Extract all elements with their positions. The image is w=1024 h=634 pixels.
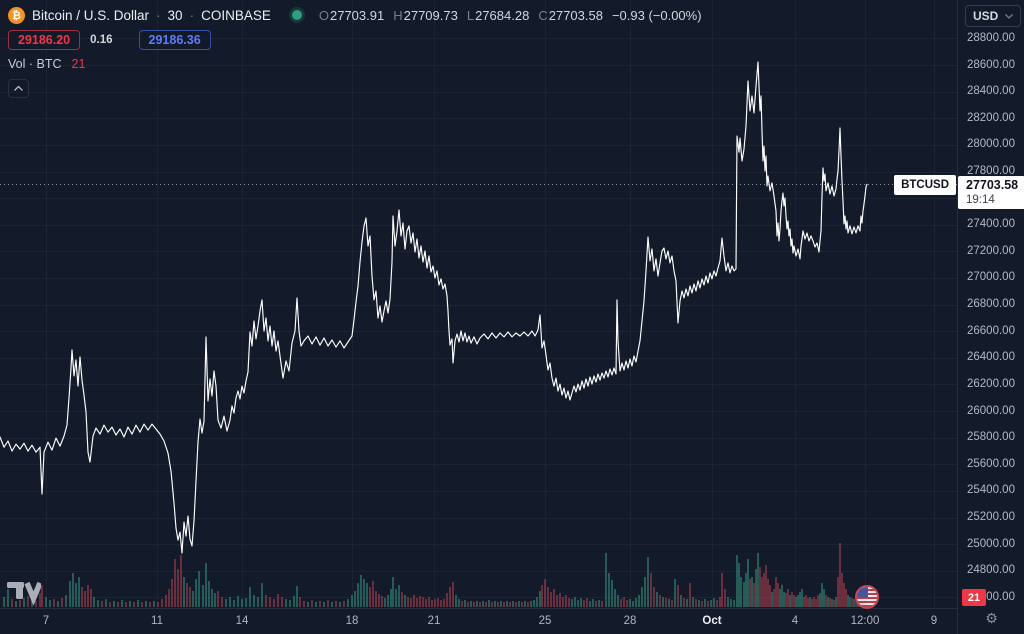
price-tick-label: 25000.00 [967, 537, 1015, 550]
time-tick-label: 18 [345, 615, 359, 627]
volume-label[interactable]: Vol · BTC [8, 57, 62, 71]
time-tick-label: 11 [151, 615, 163, 627]
price-tick-label: 28000.00 [967, 138, 1015, 151]
interval-value[interactable]: 30 [167, 7, 183, 23]
collapse-legend-button[interactable] [8, 79, 29, 98]
price-tick-label: 27800.00 [967, 165, 1015, 177]
price-tick-label: 25800.00 [967, 431, 1015, 444]
volume-value: 21 [71, 57, 86, 71]
bar-countdown: 19:14 [966, 193, 995, 206]
tradingview-logo-icon [7, 581, 43, 606]
price-tick-label: 26000.00 [967, 404, 1015, 417]
price-tick-label: 25600.00 [967, 457, 1015, 470]
price-tick-label: 28800.00 [967, 31, 1015, 44]
volume-row: Vol · BTC 21 [8, 55, 702, 73]
time-tick-label: 12:00 [850, 615, 880, 627]
time-tick-label: 25 [538, 615, 552, 627]
bid-price-button[interactable]: 29186.20 [8, 30, 81, 50]
price-tick-label: 28200.00 [967, 111, 1015, 124]
price-tick-label: 27000.00 [967, 271, 1015, 284]
tradingview-logo[interactable] [7, 580, 43, 611]
price-tick-label: 26200.00 [967, 377, 1015, 390]
symbol-title[interactable]: Bitcoin / U.S. Dollar [32, 7, 150, 23]
price-tick-label: 24800.00 [967, 564, 1015, 577]
chevron-up-icon [14, 86, 23, 91]
price-scale-settings-gear-icon[interactable]: ⚙ [985, 611, 998, 627]
close-value: C27703.58 [538, 7, 603, 23]
time-tick-label: 28 [623, 615, 637, 627]
separator-dot: · [189, 7, 195, 23]
flag-canton [857, 587, 868, 597]
ohlc-values: O27703.91 H27709.73 L27684.28 C27703.58 … [319, 8, 702, 23]
currency-label: USD [973, 9, 999, 23]
chart-legend: ₿ Bitcoin / U.S. Dollar · 30 · COINBASE … [8, 4, 702, 98]
open-value: O27703.91 [318, 7, 385, 23]
chevron-down-icon [1005, 13, 1013, 19]
time-tick-label: 21 [427, 615, 441, 627]
exchange-name[interactable]: COINBASE [201, 7, 271, 23]
price-tick-label: 27200.00 [967, 244, 1015, 257]
price-tick-label: 28400.00 [967, 85, 1015, 98]
currency-toggle-button[interactable]: USD [965, 5, 1021, 27]
market-status-dot[interactable] [291, 10, 302, 20]
time-tick-label: 14 [235, 615, 249, 627]
volume-axis-badge: 21 [962, 589, 986, 606]
us-flag-event-icon[interactable] [855, 585, 879, 609]
time-tick-label: 9 [930, 615, 938, 627]
time-tick-label: Oct [702, 615, 722, 627]
time-tick-label: 4 [791, 615, 799, 627]
separator-dot: · [156, 7, 161, 23]
time-tick-label: 7 [42, 615, 50, 627]
price-tick-label: 26800.00 [967, 298, 1015, 311]
bid-ask-row: 29186.20 0.16 29186.36 [8, 28, 702, 52]
high-value: H27709.73 [393, 7, 458, 23]
last-price-value: 27703.58 [966, 177, 1019, 192]
price-tick-label: 27400.00 [967, 218, 1015, 231]
price-tick-label: 26600.00 [967, 324, 1015, 337]
bitcoin-icon: ₿ [8, 6, 25, 24]
time-axis[interactable]: 7 11 14 18 21 25 28 Oct 4 12:00 9 [0, 608, 957, 634]
price-tick-label: 25400.00 [967, 484, 1015, 497]
low-value: L27684.28 [466, 7, 530, 23]
price-tick-label: 28600.00 [967, 58, 1015, 71]
ask-price-button[interactable]: 29186.36 [138, 30, 211, 50]
change-value: −0.93 (−0.00%) [611, 7, 702, 23]
last-price-label: 27703.58 19:14 [958, 175, 1024, 209]
symbol-price-line-label[interactable]: BTCUSD [894, 174, 956, 195]
symbol-row: ₿ Bitcoin / U.S. Dollar · 30 · COINBASE … [8, 4, 702, 26]
price-tick-label: 25200.00 [967, 511, 1015, 524]
price-axis[interactable]: USD 28800.00 28600.00 28400.00 28200.00 2800… [957, 0, 1024, 634]
spread-value: 0.16 [90, 34, 113, 46]
price-tick-label: 26400.00 [967, 351, 1015, 364]
